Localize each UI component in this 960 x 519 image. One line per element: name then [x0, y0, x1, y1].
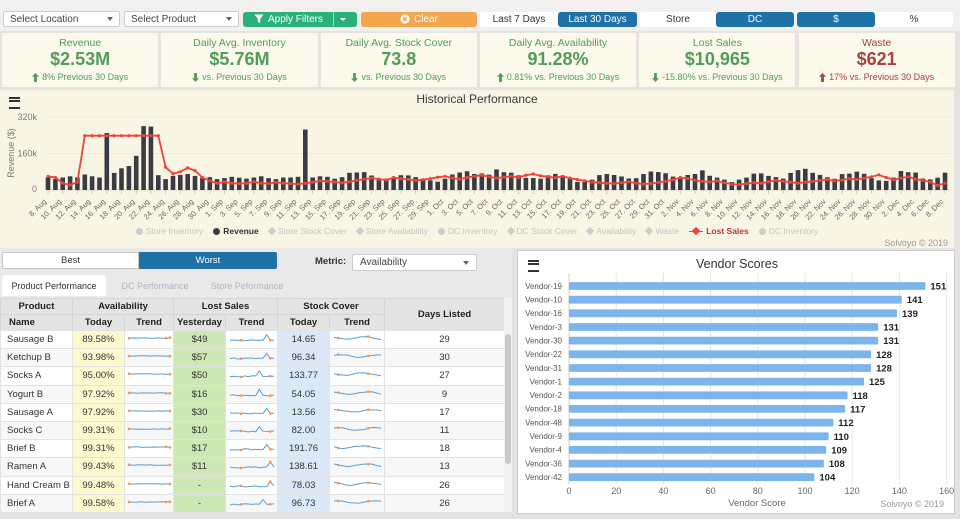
svg-text:104: 104: [819, 473, 836, 484]
svg-text:141: 141: [907, 295, 924, 306]
svg-text:40: 40: [658, 486, 668, 496]
svg-text:131: 131: [883, 336, 900, 347]
svg-text:Vendor-10: Vendor-10: [525, 296, 562, 305]
svg-text:139: 139: [902, 309, 918, 320]
svg-text:120: 120: [845, 486, 860, 496]
svg-text:140: 140: [892, 486, 907, 496]
svg-text:100: 100: [797, 486, 812, 496]
svg-text:60: 60: [706, 486, 716, 496]
svg-text:Vendor Score: Vendor Score: [728, 498, 786, 509]
svg-text:Vendor-19: Vendor-19: [525, 282, 562, 291]
svg-text:Vendor-31: Vendor-31: [525, 364, 562, 373]
svg-text:Vendor-3: Vendor-3: [530, 323, 563, 332]
svg-text:Vendor-4: Vendor-4: [530, 446, 563, 455]
svg-text:160: 160: [939, 486, 954, 496]
svg-text:117: 117: [850, 404, 865, 415]
svg-text:109: 109: [831, 445, 847, 456]
svg-text:Vendor-16: Vendor-16: [525, 309, 562, 318]
svg-text:128: 128: [876, 350, 892, 361]
svg-text:125: 125: [869, 377, 886, 388]
svg-text:Vendor-2: Vendor-2: [530, 391, 563, 400]
svg-text:80: 80: [753, 486, 763, 496]
svg-text:160k: 160k: [17, 149, 37, 159]
svg-text:128: 128: [876, 364, 892, 375]
svg-text:108: 108: [829, 459, 845, 470]
svg-text:20: 20: [611, 486, 621, 496]
svg-text:Vendor-18: Vendor-18: [525, 405, 562, 414]
svg-text:Vendor-22: Vendor-22: [525, 350, 562, 359]
svg-text:Vendor-48: Vendor-48: [525, 418, 562, 427]
svg-text:118: 118: [853, 391, 868, 402]
svg-text:131: 131: [883, 323, 900, 334]
svg-text:0: 0: [566, 486, 571, 496]
svg-text:Vendor-42: Vendor-42: [525, 473, 562, 482]
svg-text:320k: 320k: [17, 112, 37, 122]
svg-text:Vendor-1: Vendor-1: [530, 377, 563, 386]
svg-text:Revenue ($): Revenue ($): [6, 128, 16, 178]
svg-text:Vendor-9: Vendor-9: [530, 432, 563, 441]
svg-text:0: 0: [32, 184, 37, 194]
svg-text:151: 151: [930, 282, 947, 293]
svg-text:110: 110: [834, 432, 849, 443]
svg-text:Vendor-30: Vendor-30: [525, 336, 562, 345]
svg-text:112: 112: [838, 418, 853, 429]
svg-text:Vendor-36: Vendor-36: [525, 459, 562, 468]
